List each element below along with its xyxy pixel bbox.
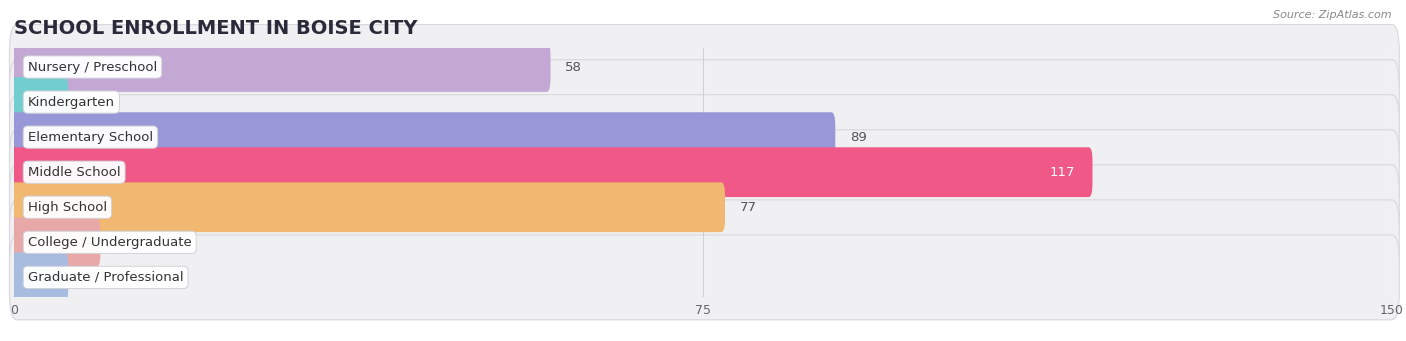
Text: Graduate / Professional: Graduate / Professional — [28, 271, 183, 284]
FancyBboxPatch shape — [10, 252, 69, 302]
FancyBboxPatch shape — [10, 218, 100, 267]
FancyBboxPatch shape — [10, 77, 69, 127]
FancyBboxPatch shape — [10, 235, 1399, 320]
FancyBboxPatch shape — [10, 95, 1399, 180]
Text: Kindergarten: Kindergarten — [28, 95, 115, 108]
Text: Middle School: Middle School — [28, 166, 121, 179]
FancyBboxPatch shape — [10, 147, 1092, 197]
FancyBboxPatch shape — [10, 182, 725, 232]
Text: 58: 58 — [565, 60, 582, 74]
FancyBboxPatch shape — [10, 130, 1399, 214]
Text: 77: 77 — [740, 201, 756, 214]
Text: Source: ZipAtlas.com: Source: ZipAtlas.com — [1274, 10, 1392, 20]
Text: 0: 0 — [83, 95, 91, 108]
Text: SCHOOL ENROLLMENT IN BOISE CITY: SCHOOL ENROLLMENT IN BOISE CITY — [14, 19, 418, 38]
Text: 0: 0 — [83, 271, 91, 284]
FancyBboxPatch shape — [10, 165, 1399, 250]
Text: College / Undergraduate: College / Undergraduate — [28, 236, 191, 249]
Text: High School: High School — [28, 201, 107, 214]
FancyBboxPatch shape — [10, 200, 1399, 285]
Text: 89: 89 — [851, 131, 866, 144]
FancyBboxPatch shape — [10, 42, 551, 92]
FancyBboxPatch shape — [10, 25, 1399, 109]
Text: 117: 117 — [1049, 166, 1076, 179]
FancyBboxPatch shape — [10, 60, 1399, 145]
Text: Elementary School: Elementary School — [28, 131, 153, 144]
Text: Nursery / Preschool: Nursery / Preschool — [28, 60, 157, 74]
FancyBboxPatch shape — [10, 112, 835, 162]
Text: 9: 9 — [115, 236, 124, 249]
